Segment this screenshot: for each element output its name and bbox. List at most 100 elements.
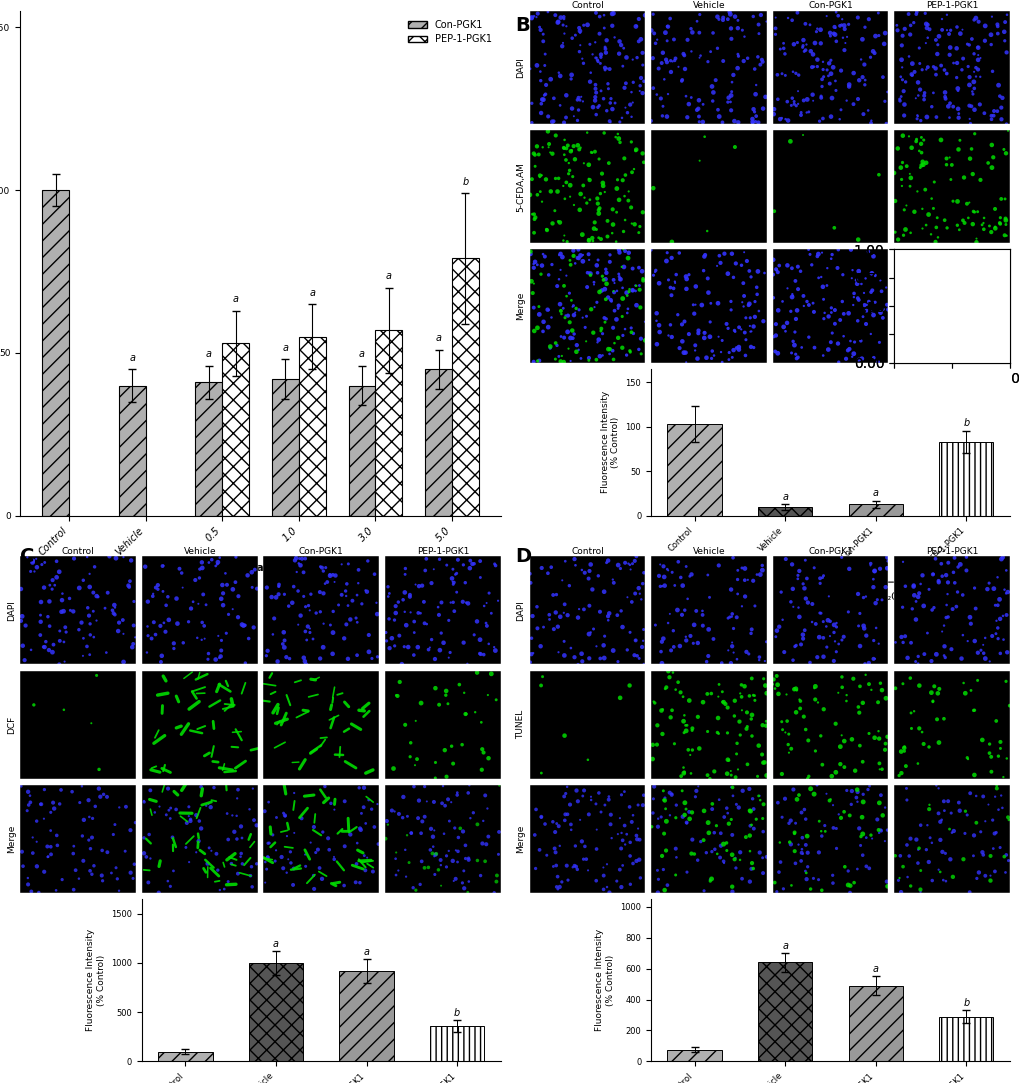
Point	[764, 289, 781, 306]
Point	[597, 290, 613, 308]
Point	[893, 88, 909, 105]
Point	[965, 579, 981, 597]
Point	[927, 645, 944, 663]
Point	[988, 597, 1005, 614]
Point	[162, 799, 178, 817]
Point	[428, 845, 444, 862]
Point	[547, 170, 564, 187]
Point	[561, 796, 578, 813]
Point	[587, 76, 603, 93]
Point	[212, 882, 228, 899]
Point	[97, 600, 113, 617]
Point	[619, 287, 635, 304]
Point	[942, 850, 958, 867]
Point	[287, 549, 304, 566]
Point	[791, 691, 807, 708]
Point	[728, 796, 744, 813]
Point	[941, 47, 957, 64]
Point	[812, 35, 828, 52]
Point	[892, 884, 908, 901]
Point	[573, 645, 589, 663]
Point	[406, 778, 422, 795]
Point	[212, 648, 228, 665]
Point	[937, 340, 954, 357]
Point	[469, 613, 485, 630]
Point	[587, 84, 603, 102]
Point	[922, 190, 938, 207]
Point	[605, 351, 622, 368]
Bar	[158, 1052, 212, 1061]
Point	[891, 321, 907, 338]
Point	[663, 233, 680, 250]
Point	[932, 811, 949, 828]
Point	[896, 285, 912, 302]
Point	[603, 17, 620, 35]
Point	[276, 631, 292, 649]
Point	[70, 621, 87, 638]
Point	[448, 786, 465, 804]
Point	[756, 677, 772, 694]
Point	[741, 688, 757, 705]
Point	[737, 828, 753, 846]
Point	[526, 826, 542, 844]
Point	[862, 284, 878, 301]
Point	[723, 878, 740, 896]
Point	[403, 824, 419, 841]
Point	[613, 857, 630, 874]
Point	[982, 36, 999, 53]
Point	[200, 795, 216, 812]
Point	[877, 278, 894, 296]
Point	[115, 625, 131, 642]
Point	[697, 844, 713, 861]
Point	[848, 788, 864, 806]
Point	[648, 31, 664, 49]
Point	[653, 577, 669, 595]
Point	[160, 780, 176, 797]
Point	[431, 550, 447, 567]
Point	[568, 343, 584, 361]
Point	[836, 21, 852, 38]
Point	[42, 617, 58, 635]
Point	[418, 550, 434, 567]
Point	[812, 88, 828, 105]
Point	[40, 848, 56, 865]
Point	[559, 136, 576, 154]
Point	[634, 145, 650, 162]
Point	[784, 652, 800, 669]
Point	[871, 304, 888, 322]
Point	[662, 287, 679, 304]
Point	[980, 263, 997, 280]
Point	[944, 600, 960, 617]
Point	[396, 603, 413, 621]
Point	[753, 746, 769, 764]
Point	[614, 57, 631, 75]
Point	[990, 839, 1007, 857]
Point	[936, 83, 953, 101]
Point	[746, 687, 762, 704]
Point	[784, 288, 800, 305]
Point	[817, 617, 834, 635]
Point	[315, 615, 331, 632]
Text: a: a	[385, 271, 391, 282]
Point	[311, 859, 327, 876]
Point	[824, 58, 841, 76]
Point	[17, 617, 34, 635]
Point	[723, 638, 740, 655]
Point	[868, 591, 884, 609]
Point	[976, 32, 993, 50]
Point	[722, 779, 739, 796]
Point	[436, 742, 452, 759]
Point	[782, 836, 798, 853]
Point	[991, 740, 1008, 757]
Point	[996, 580, 1012, 598]
Point	[567, 151, 583, 168]
Point	[526, 8, 542, 25]
Point	[853, 350, 869, 367]
Point	[971, 95, 987, 113]
Point	[531, 18, 547, 36]
Point	[929, 272, 946, 289]
Point	[675, 765, 691, 782]
Point	[919, 249, 935, 266]
Point	[625, 854, 641, 872]
Point	[903, 139, 919, 156]
